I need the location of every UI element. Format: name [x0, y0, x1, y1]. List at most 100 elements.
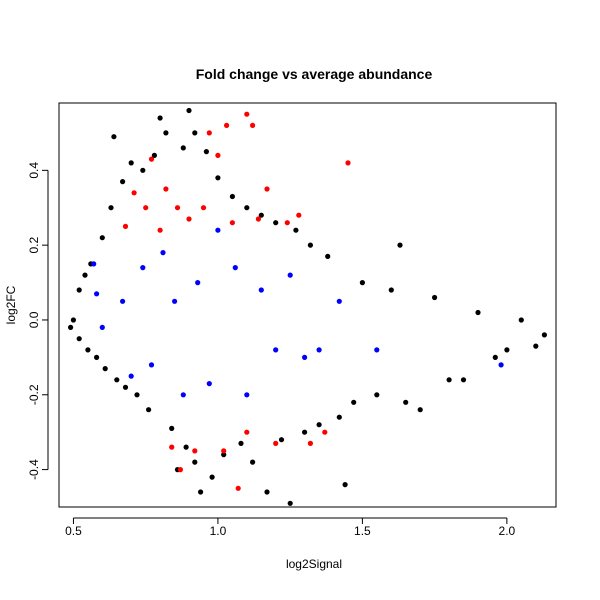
data-point	[186, 107, 192, 114]
data-point	[250, 459, 256, 465]
data-point	[504, 347, 510, 353]
data-point	[94, 291, 100, 297]
data-point	[215, 227, 221, 233]
data-point	[518, 317, 524, 323]
data-point	[157, 115, 163, 121]
data-point	[432, 294, 438, 301]
data-point	[302, 354, 308, 360]
data-point	[359, 280, 365, 286]
data-point	[316, 347, 322, 353]
data-point	[128, 160, 134, 166]
data-point	[120, 298, 126, 304]
data-point	[255, 216, 261, 222]
data-point	[163, 130, 169, 136]
data-point	[302, 429, 308, 435]
data-point	[258, 287, 264, 293]
series-2	[91, 227, 504, 398]
data-point	[541, 332, 548, 338]
data-point	[287, 272, 293, 278]
data-point	[174, 205, 181, 211]
data-point	[258, 212, 264, 218]
data-point	[284, 220, 290, 226]
data-point	[111, 134, 117, 140]
data-point	[195, 280, 201, 286]
data-point	[235, 485, 241, 491]
data-point	[146, 407, 152, 413]
data-point	[215, 175, 221, 181]
data-point	[273, 347, 279, 353]
data-point	[417, 407, 423, 413]
data-point	[229, 193, 235, 200]
chart-title: Fold change vs average abundance	[196, 66, 433, 82]
data-point	[446, 377, 452, 383]
y-tick-label: -0.2	[27, 384, 41, 405]
data-point	[244, 205, 250, 211]
data-point	[307, 242, 313, 248]
x-tick-label: 1.0	[210, 524, 227, 538]
data-point	[85, 347, 91, 353]
data-point	[169, 425, 175, 431]
data-point	[198, 489, 204, 495]
data-point	[374, 392, 380, 398]
data-point	[206, 130, 212, 136]
data-points	[68, 107, 548, 506]
data-point	[533, 343, 539, 349]
data-point	[120, 179, 126, 185]
data-point	[388, 287, 394, 293]
data-point	[273, 440, 279, 446]
y-tick-label: 0.0	[27, 311, 41, 328]
data-point	[273, 220, 279, 226]
data-point	[215, 152, 221, 158]
data-point	[307, 440, 313, 446]
data-point	[206, 381, 212, 387]
data-point	[183, 444, 189, 450]
data-point	[180, 145, 186, 151]
data-point	[180, 392, 186, 398]
data-point	[172, 298, 178, 304]
data-point	[203, 149, 209, 155]
data-point	[397, 242, 403, 248]
data-point	[177, 467, 183, 473]
y-tick-label: 0.4	[27, 162, 41, 179]
data-point	[192, 130, 198, 136]
data-point	[475, 309, 481, 316]
data-point	[342, 482, 348, 488]
data-point	[122, 223, 129, 229]
data-point	[316, 422, 322, 428]
data-point	[68, 324, 74, 330]
data-point	[278, 437, 285, 443]
data-point	[131, 190, 137, 196]
y-axis: -0.4 -0.2 0.0 0.2 0.4	[27, 162, 49, 480]
data-point	[403, 399, 409, 405]
data-point	[99, 324, 105, 330]
data-point	[244, 111, 250, 117]
data-point	[374, 347, 380, 353]
series-0	[68, 107, 548, 506]
data-point	[244, 392, 250, 398]
data-point	[76, 336, 82, 342]
data-point	[148, 156, 155, 162]
x-axis-label: log2Signal	[286, 557, 342, 571]
data-point	[296, 212, 302, 218]
plot-frame	[58, 102, 557, 508]
data-point	[148, 362, 155, 368]
data-point	[82, 272, 88, 278]
data-point	[160, 250, 166, 256]
data-point	[122, 384, 129, 390]
data-point	[140, 265, 146, 271]
data-point	[293, 227, 299, 233]
x-tick-label: 2.0	[499, 524, 516, 538]
y-tick-label: -0.4	[27, 459, 41, 480]
data-point	[134, 392, 140, 398]
data-point	[244, 429, 250, 435]
data-point	[221, 452, 227, 458]
data-point	[70, 317, 76, 323]
data-point	[492, 354, 498, 360]
data-point	[264, 186, 270, 192]
data-point	[238, 440, 244, 446]
data-point	[76, 287, 82, 293]
x-tick-label: 0.5	[65, 524, 82, 538]
data-point	[157, 227, 163, 233]
data-point	[128, 373, 134, 379]
series-1	[122, 111, 351, 491]
